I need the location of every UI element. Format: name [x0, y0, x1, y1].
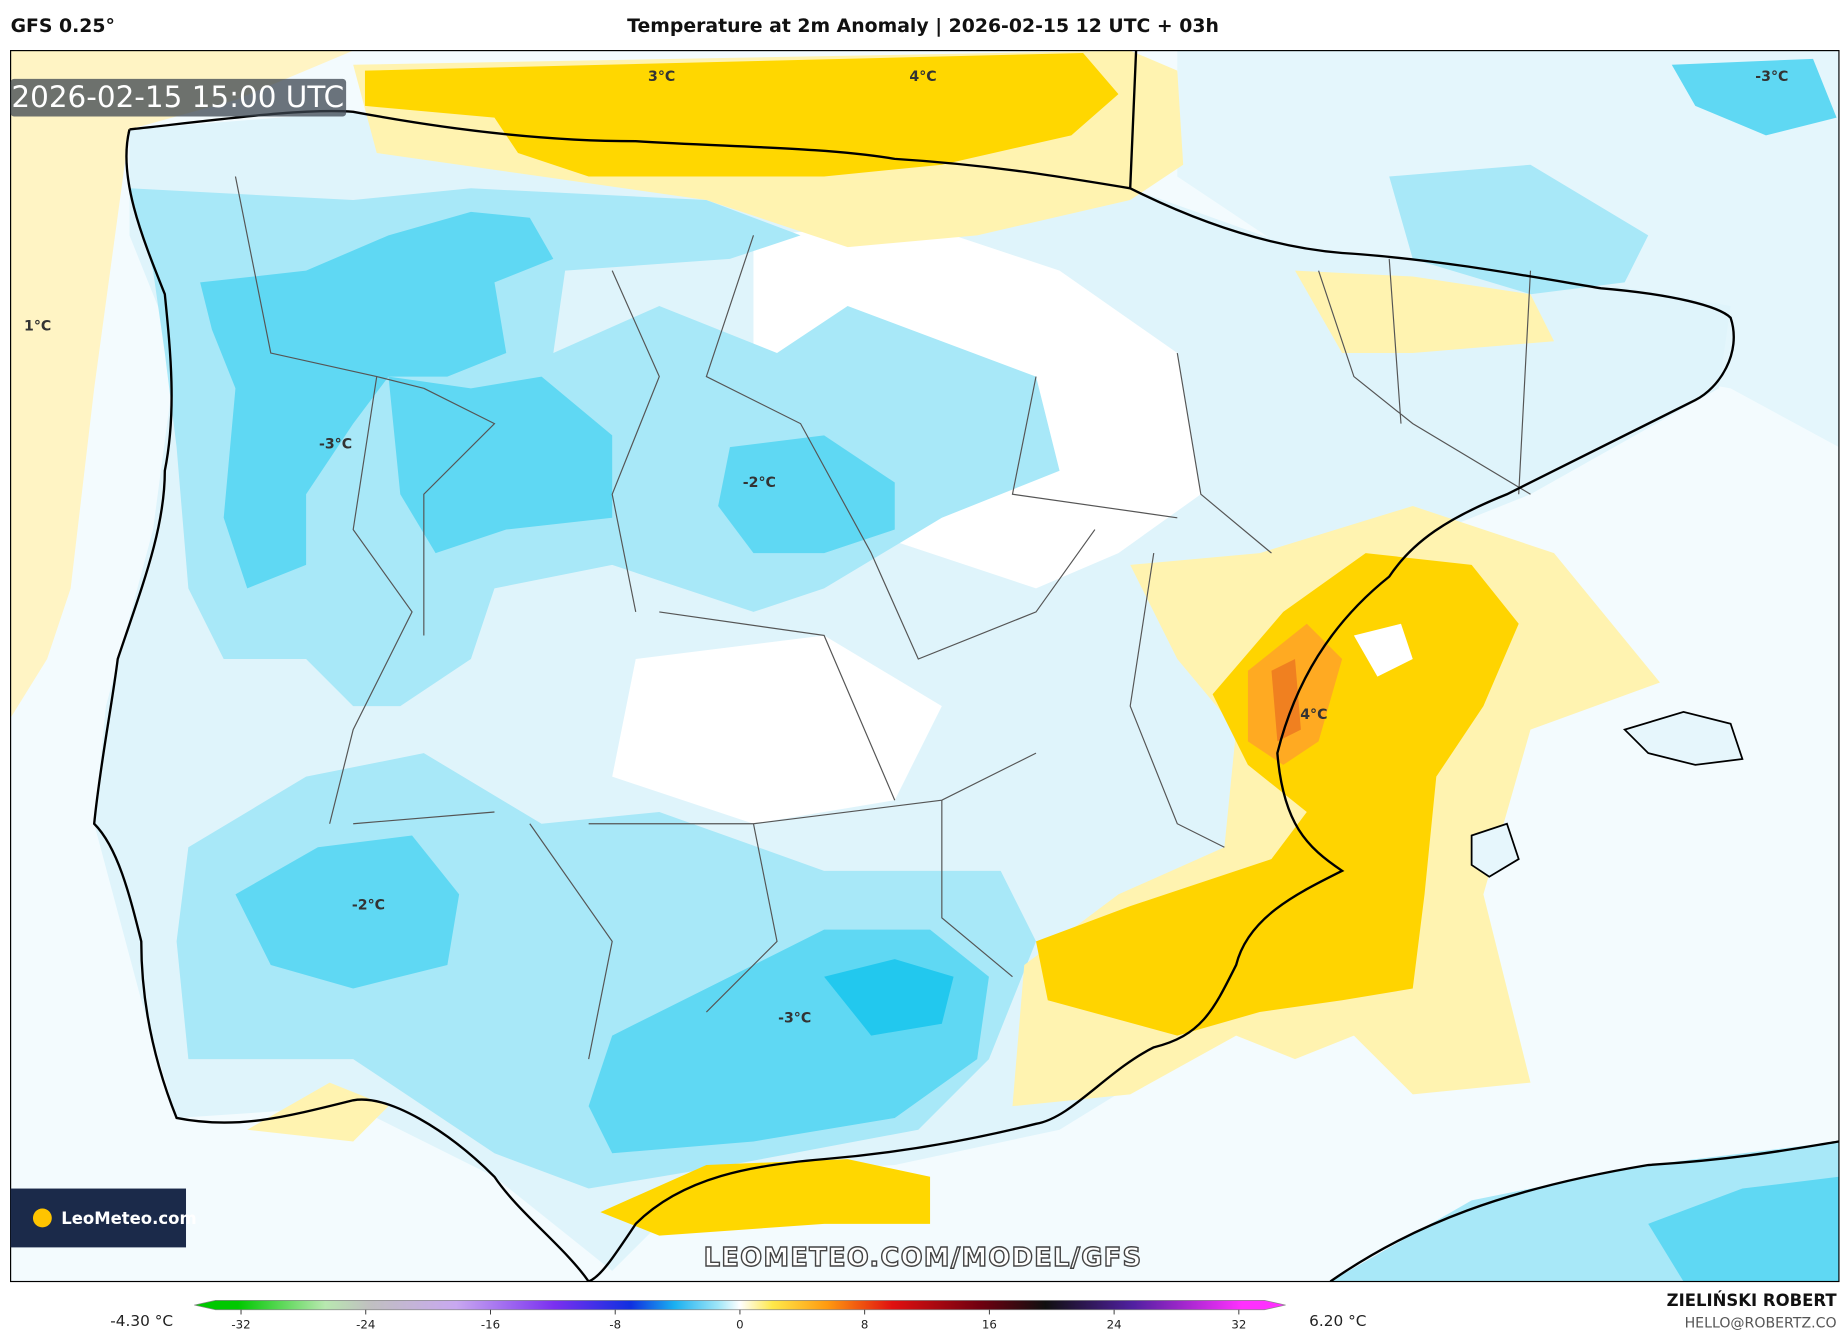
anomaly-area	[612, 635, 942, 824]
anomaly-area	[235, 835, 460, 989]
timestamp-box	[10, 78, 347, 117]
anomaly-area	[1389, 164, 1649, 295]
email: HELLO@ROBERTZ.CO	[1685, 1315, 1837, 1331]
anomaly-area	[718, 435, 895, 554]
colorbar-tick-label: -16	[481, 1318, 500, 1332]
model-name: GFS 0.25°	[11, 16, 115, 37]
colorbar-bar	[194, 1299, 1286, 1311]
anomaly-area	[10, 50, 354, 718]
anomaly-area	[1036, 553, 1519, 1036]
anomaly-area	[1648, 1176, 1839, 1282]
contour-label: 1°C	[24, 319, 51, 335]
timestamp: 2026-02-15 15:00 UTC	[11, 80, 344, 114]
anomaly-area	[824, 959, 954, 1036]
contour-label: -3°C	[778, 1011, 811, 1027]
map-title: Temperature at 2m Anomaly | 2026-02-15 1…	[627, 16, 1219, 37]
anomaly-area	[1671, 58, 1837, 136]
contour-label: -2°C	[743, 475, 776, 491]
anomaly-area	[364, 52, 1119, 177]
anomaly-area	[200, 211, 554, 589]
colorbar-tick-label: -8	[609, 1318, 621, 1332]
watermark: LEOMETEO.COM/MODEL/GFS	[704, 1243, 1143, 1273]
islands	[1470, 711, 1744, 878]
colorbar-tick-label: 16	[982, 1318, 997, 1332]
contour-label: 4°C	[1300, 707, 1327, 723]
colorbar-tick-label: 8	[861, 1318, 869, 1332]
contour-label: 4°C	[909, 69, 936, 85]
coastline	[92, 50, 1839, 1282]
author: ZIELIŃSKI ROBERT	[1667, 1291, 1838, 1310]
contour-label: -3°C	[1755, 69, 1788, 85]
contour-label: -2°C	[352, 898, 385, 914]
logo-sun	[32, 1208, 52, 1228]
colorbar-tick-label: -32	[231, 1318, 250, 1332]
colorbar-tick-label: 24	[1107, 1318, 1122, 1332]
anomaly-area	[388, 376, 613, 554]
anomaly-area	[247, 1082, 389, 1142]
map	[10, 50, 1839, 1282]
colorbar-tick-label: 0	[736, 1318, 744, 1332]
map-frame	[10, 50, 1840, 1283]
anomaly-area	[1353, 623, 1413, 677]
colorbar-tick-label: -24	[356, 1318, 375, 1332]
colorbar-max: 6.20 °C	[1309, 1312, 1366, 1330]
anomaly-area	[1271, 658, 1301, 742]
contour-label: -3°C	[319, 436, 352, 452]
colorbar-min: -4.30 °C	[110, 1312, 173, 1330]
colorbar: -32 -24 -16 -8 0 8 16 24 32	[194, 1299, 1286, 1332]
logo: LeoMeteo.com	[61, 1209, 196, 1228]
contour-label: 3°C	[648, 69, 675, 85]
contour-labels: 3°C 4°C -3°C 1°C -3°C -2°C 4°C -2°C -3°C	[24, 69, 1788, 1026]
region-borders	[234, 176, 1532, 1060]
anomaly-area	[600, 1159, 931, 1236]
anomaly-area	[1295, 270, 1555, 354]
colorbar-tick-label: 32	[1231, 1318, 1246, 1332]
